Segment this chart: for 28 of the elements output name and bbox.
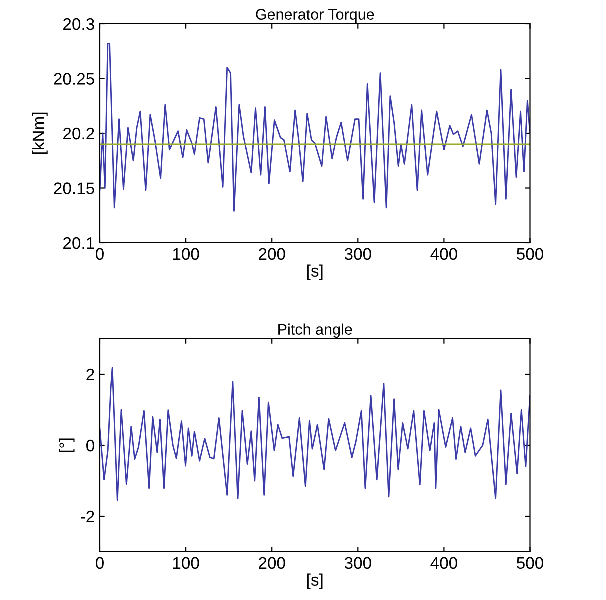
chart-title: Generator Torque: [256, 9, 374, 24]
line-series: [100, 43, 530, 212]
x-axis-title: [s]: [308, 574, 323, 590]
x-tick-label: 400: [430, 248, 458, 260]
x-tick-label: 200: [259, 248, 286, 260]
y-tick-label: 20.15: [54, 182, 94, 194]
x-tick-label: 0: [96, 248, 104, 260]
y-axis-title: [°]: [59, 438, 75, 452]
x-tick-label: 400: [430, 557, 458, 570]
y-tick-label: 0: [86, 440, 94, 452]
x-tick-label: 0: [96, 557, 104, 570]
x-axis-title: [s]: [308, 264, 323, 280]
x-tick-label: 100: [173, 248, 200, 260]
x-tick-label: 100: [173, 557, 200, 570]
y-tick-label: 20.1: [64, 237, 94, 250]
x-tick-label: 500: [517, 557, 544, 570]
x-tick-label: 300: [344, 248, 372, 260]
x-tick-label: 300: [344, 557, 372, 570]
x-tick-label: 200: [259, 557, 286, 570]
x-tick-label: 500: [517, 248, 544, 260]
y-tick-label: 20.3: [64, 18, 94, 30]
y-axis-title: [kNm]: [32, 112, 48, 154]
y-tick-label: 20.2: [64, 128, 94, 140]
y-tick-label: -2: [81, 510, 94, 523]
line-series: [100, 367, 530, 502]
y-tick-label: 20.25: [54, 73, 94, 85]
chart-title: Pitch angle: [278, 324, 352, 338]
y-tick-label: 2: [86, 368, 94, 381]
